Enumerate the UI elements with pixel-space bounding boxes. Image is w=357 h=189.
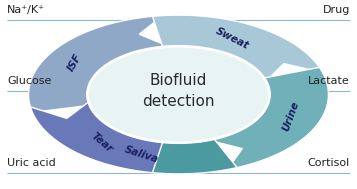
Polygon shape [37,110,237,174]
Polygon shape [208,67,328,170]
Text: Drug: Drug [322,5,350,15]
Text: Uric acid: Uric acid [7,158,56,168]
Polygon shape [30,102,163,173]
Polygon shape [29,15,169,112]
Text: Sweat: Sweat [215,26,251,51]
Text: Tear: Tear [89,131,114,155]
Text: Lactate: Lactate [308,76,350,86]
Text: Cortisol: Cortisol [308,158,350,168]
Text: Glucose: Glucose [7,76,51,86]
Polygon shape [152,15,323,81]
Text: Saliva: Saliva [123,145,160,165]
Text: Urine: Urine [281,100,301,133]
Text: Biofluid
detection: Biofluid detection [142,73,215,109]
Circle shape [87,46,270,143]
Text: Na⁺/K⁺: Na⁺/K⁺ [7,5,45,15]
Text: ISF: ISF [66,52,84,73]
